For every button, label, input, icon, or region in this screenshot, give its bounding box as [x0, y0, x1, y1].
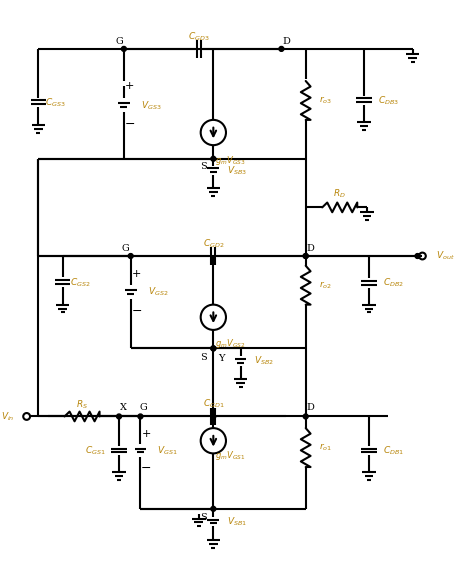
Text: $V_{SB2}$: $V_{SB2}$ [254, 355, 274, 367]
Text: $C_{DB2}$: $C_{DB2}$ [382, 277, 403, 290]
Text: $C_{GS2}$: $C_{GS2}$ [70, 276, 90, 289]
Circle shape [415, 254, 420, 258]
Text: $r_{o2}$: $r_{o2}$ [319, 279, 332, 291]
Circle shape [117, 414, 122, 419]
Text: D: D [282, 37, 290, 45]
Text: $V_{GS1}$: $V_{GS1}$ [157, 444, 178, 456]
Text: $V_{GS3}$: $V_{GS3}$ [141, 99, 162, 111]
Circle shape [303, 254, 308, 258]
Text: −: − [124, 118, 135, 131]
Text: $r_{o1}$: $r_{o1}$ [319, 442, 332, 454]
Text: −: − [131, 305, 142, 318]
Circle shape [211, 414, 216, 419]
Text: +: + [125, 81, 134, 91]
Circle shape [303, 414, 308, 419]
Circle shape [211, 156, 216, 161]
Text: $C_{GD1}$: $C_{GD1}$ [202, 398, 224, 410]
Text: $V_{out}$: $V_{out}$ [436, 250, 455, 262]
Text: $V_{SB1}$: $V_{SB1}$ [227, 515, 247, 528]
Text: −: − [141, 462, 151, 476]
Text: G: G [115, 37, 123, 45]
Circle shape [303, 254, 308, 258]
Text: $g_mV_{GS1}$: $g_mV_{GS1}$ [215, 449, 246, 462]
Text: $V_{in}$: $V_{in}$ [1, 410, 15, 423]
Text: +: + [132, 269, 141, 279]
Circle shape [128, 254, 133, 258]
Text: $C_{GS1}$: $C_{GS1}$ [85, 444, 106, 456]
Text: S: S [200, 162, 207, 171]
Text: $R_S$: $R_S$ [76, 399, 88, 411]
Circle shape [211, 346, 216, 351]
Circle shape [138, 414, 143, 419]
Text: +: + [141, 429, 151, 439]
Text: $g_mV_{GS2}$: $g_mV_{GS2}$ [215, 337, 246, 350]
Text: G: G [140, 403, 147, 412]
Text: G: G [122, 244, 130, 252]
Circle shape [211, 507, 216, 511]
Text: S: S [200, 513, 207, 522]
Text: $R_D$: $R_D$ [333, 188, 346, 200]
Text: $C_{GD3}$: $C_{GD3}$ [188, 30, 209, 43]
Text: D: D [307, 403, 314, 412]
Text: S: S [200, 353, 207, 361]
Text: D: D [307, 244, 314, 252]
Text: $r_{o3}$: $r_{o3}$ [319, 94, 332, 106]
Text: Y: Y [218, 354, 224, 363]
Text: $g_mV_{GS3}$: $g_mV_{GS3}$ [215, 154, 246, 167]
Text: $V_{SB3}$: $V_{SB3}$ [227, 164, 247, 177]
Text: $C_{GD2}$: $C_{GD2}$ [202, 237, 224, 250]
Circle shape [279, 47, 284, 51]
Text: X: X [120, 403, 128, 412]
Circle shape [122, 47, 126, 51]
Circle shape [211, 346, 216, 351]
Text: $C_{GS3}$: $C_{GS3}$ [45, 96, 66, 108]
Text: $V_{GS2}$: $V_{GS2}$ [148, 286, 168, 298]
Text: $C_{DB3}$: $C_{DB3}$ [378, 94, 398, 107]
Text: $C_{DB1}$: $C_{DB1}$ [382, 444, 403, 456]
